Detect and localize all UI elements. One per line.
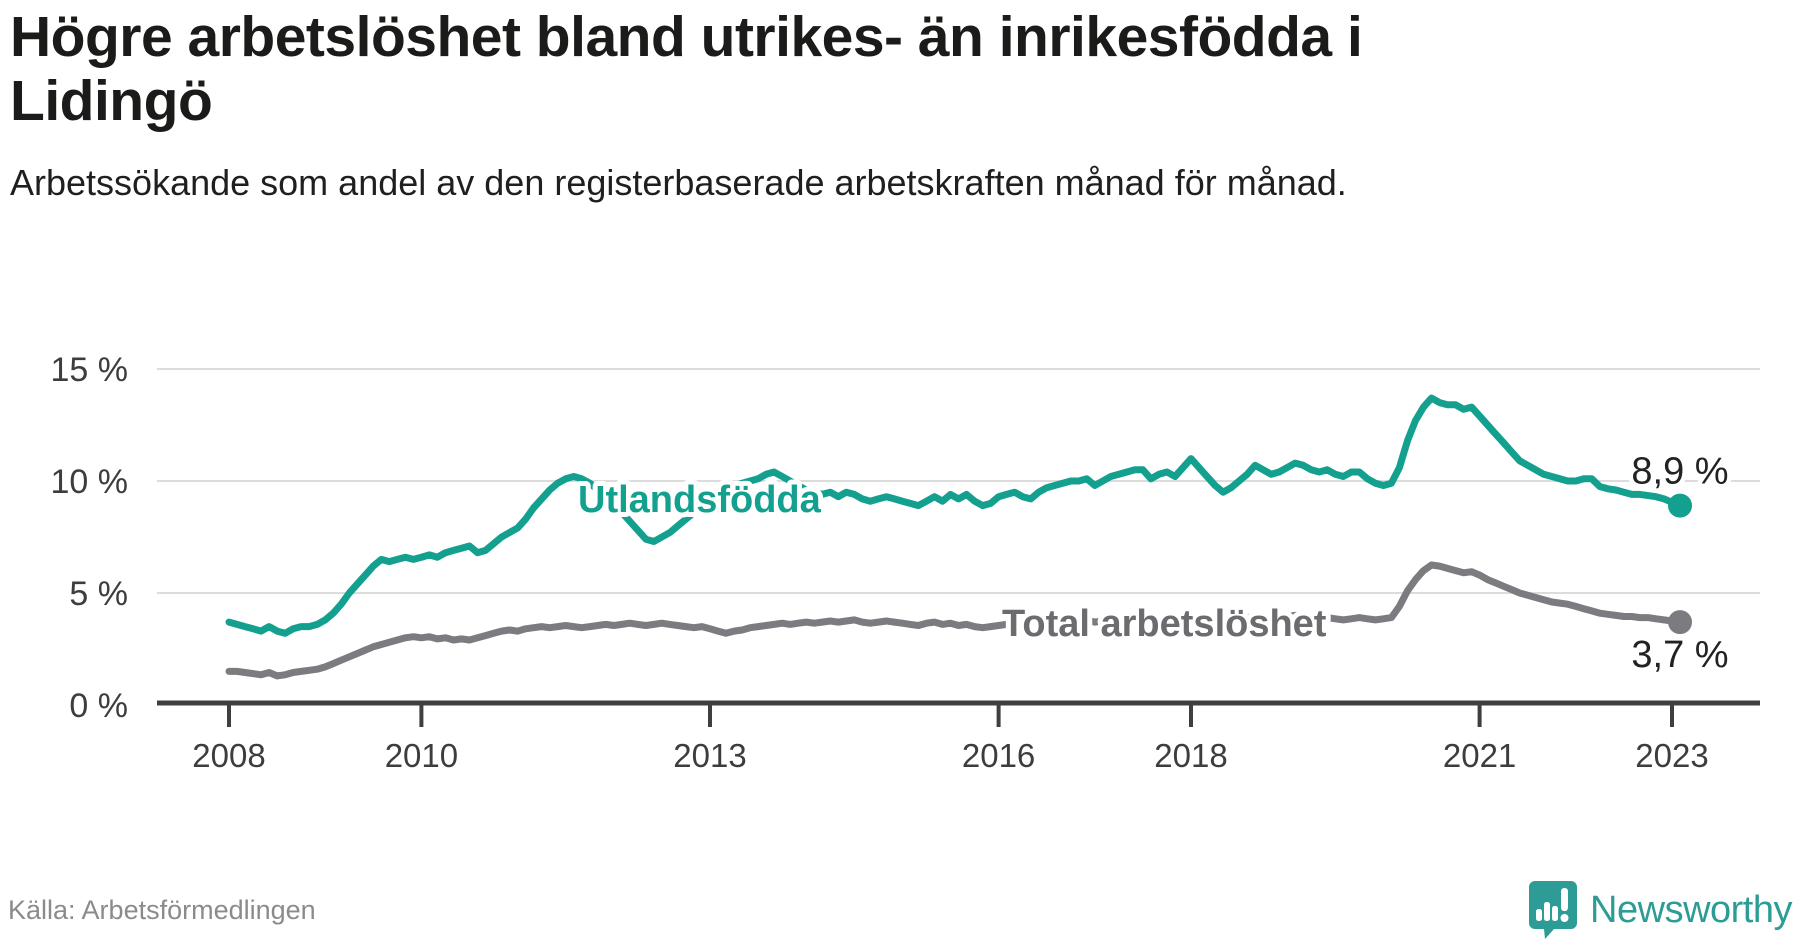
series-label-utlandsf-dda: Utlandsfödda [578, 479, 822, 521]
end-value-label: 8,9 % [1631, 451, 1728, 493]
x-axis-label-2010: 2010 [385, 737, 458, 774]
x-axis-label-2013: 2013 [673, 737, 746, 774]
series-line-total-arbetsl-shet [225, 561, 1684, 680]
series-line-utlandsf-dda [225, 394, 1684, 637]
series-label-total-arbetsl-shet: Total arbetslöshet [1002, 603, 1327, 645]
newsworthy-brand-name: Newsworthy [1590, 888, 1792, 931]
y-axis-label-0: 0 % [69, 687, 128, 725]
x-axis-label-2008: 2008 [192, 737, 265, 774]
newsworthy-brand: Newsworthy [1528, 880, 1792, 940]
x-axis-label-2021: 2021 [1443, 737, 1516, 774]
x-axis-label-2016: 2016 [962, 737, 1035, 774]
x-axis-label-2018: 2018 [1154, 737, 1227, 774]
chart-subtitle: Arbetssökande som andel av den registerb… [10, 161, 1347, 203]
source-note: Källa: Arbetsförmedlingen [8, 895, 316, 925]
y-axis-label-5: 5 % [69, 575, 128, 613]
newsworthy-logo-icon [1529, 881, 1578, 939]
y-axis-label-15: 15 % [51, 351, 129, 389]
series-end-dot-total-arbetsl-shet [1668, 610, 1693, 635]
chart-title: Högre arbetslöshet bland utrikes- än inr… [10, 5, 1363, 133]
y-axis-label-10: 10 % [51, 463, 129, 501]
end-value-label: 3,7 % [1631, 634, 1728, 676]
chart-header: Högre arbetslöshet bland utrikes- än inr… [10, 0, 1540, 206]
x-axis-label-2023: 2023 [1635, 737, 1708, 774]
series-end-dot-utlandsf-dda [1668, 493, 1693, 518]
